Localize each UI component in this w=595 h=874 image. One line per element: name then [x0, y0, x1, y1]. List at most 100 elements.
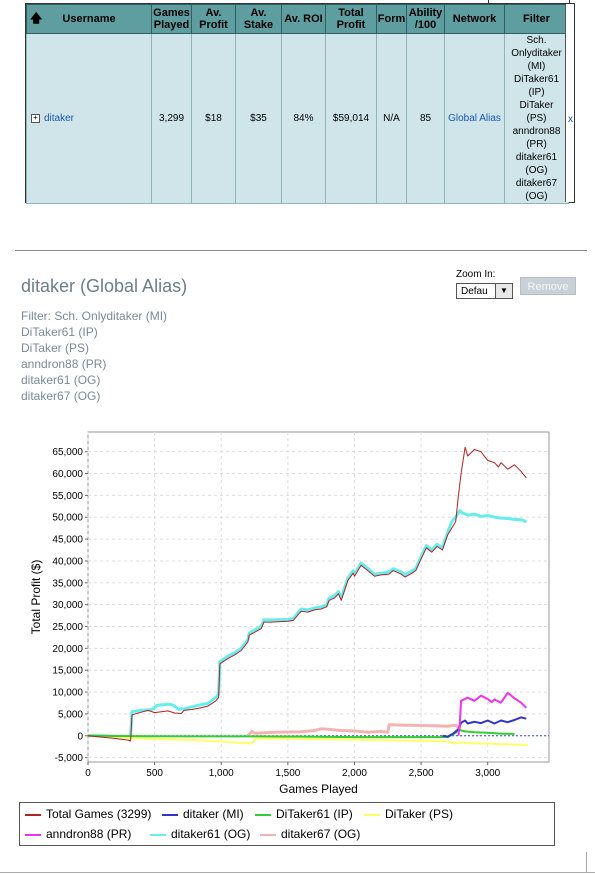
profit-line-chart: -5,00005,00010,00015,00020,00025,00030,0… [29, 431, 550, 796]
y-tick-label: 5,000 [58, 709, 83, 720]
zoom-label: Zoom In: [456, 269, 496, 280]
username-cell: + ditaker [26, 33, 152, 204]
legend-label: ditaker61 (OG) [171, 827, 251, 841]
legend-swatch [162, 813, 178, 816]
series-total-games-3299-line [87, 446, 527, 742]
col-header-av-roi[interactable]: Av. ROI [281, 4, 326, 34]
filter-line: (OG) [525, 165, 548, 176]
legend-swatch [25, 813, 41, 816]
total-profit-cell: $59,014 [325, 33, 377, 204]
filter-entry: DiTaker61 (IP) [21, 325, 98, 339]
x-tick-label: 3,000 [475, 768, 500, 779]
zoom-select-value: Defau [461, 286, 488, 297]
x-tick-label: 1,000 [209, 768, 234, 779]
av-roi-cell: 84% [281, 33, 326, 204]
y-tick-label: 40,000 [52, 556, 83, 567]
filter-line: Onlyditaker [511, 48, 562, 59]
filter-entry: Filter: Sch. Onlyditaker (MI) [21, 309, 168, 323]
table-row: + ditaker 3,299 $18 $35 84% $59,014 N/A 8… [26, 33, 569, 204]
x-tick-label: 2,000 [342, 768, 367, 779]
games-played-cell: 3,299 [151, 33, 192, 204]
chevron-down-icon[interactable]: ▼ [495, 284, 512, 298]
col-header-games-played[interactable]: Games Played [151, 4, 192, 34]
filter-entry: DiTaker (PS) [21, 341, 90, 355]
x-tick-label: 2,500 [409, 768, 434, 779]
y-tick-label: 45,000 [52, 535, 83, 546]
filter-line: (PR) [526, 139, 547, 150]
series-ditaker67-og-line [246, 723, 462, 737]
y-tick-label: 65,000 [52, 447, 83, 458]
filter-entry: anndron88 (PR) [21, 357, 107, 371]
series-anndron88-pr-line [457, 691, 528, 736]
filter-line: Sch. [526, 35, 547, 46]
y-tick-label: 15,000 [52, 666, 83, 677]
page-right-border [586, 852, 587, 872]
filter-line: (PS) [526, 113, 547, 124]
filter-line: ditaker67 [515, 178, 558, 189]
stats-table-container: 🡅 Username Games Played Av. Profit Av. S… [25, 3, 575, 204]
username-link[interactable]: ditaker [44, 113, 75, 124]
y-axis-label: Total Profit ($) [29, 560, 43, 635]
legend-item: ditaker61 (OG) [150, 827, 250, 841]
legend-swatch [364, 813, 380, 816]
legend-swatch [260, 833, 276, 836]
scroll-tick [488, 0, 489, 3]
legend-item: DiTaker61 (IP) [255, 807, 353, 821]
plot-area [87, 431, 550, 763]
legend-item: anndron88 (PR) [25, 827, 131, 841]
filter-line: (OG) [525, 191, 548, 202]
up-arrow-icon[interactable]: 🡅 [30, 11, 43, 25]
ability-cell: 85 [406, 33, 445, 204]
network-cell: Global Alias [444, 33, 505, 204]
filter-line: (IP) [528, 87, 545, 98]
legend-swatch [150, 833, 166, 836]
legend-item: Total Games (3299) [25, 807, 151, 821]
zoom-select[interactable]: Defau ▼ [456, 283, 513, 299]
y-tick-label: 50,000 [52, 513, 83, 524]
legend-swatch [25, 833, 41, 836]
col-header-form[interactable]: Form [376, 4, 407, 34]
y-tick-label: 20,000 [52, 644, 83, 655]
y-tick-label: 60,000 [52, 469, 83, 480]
col-header-av-profit[interactable]: Av. Profit [191, 4, 236, 34]
col-header-username[interactable]: 🡅 Username [26, 4, 152, 34]
x-tick-label: 500 [146, 768, 163, 779]
col-header-filter[interactable]: Filter [504, 4, 569, 34]
filter-line: anndron88 [512, 126, 561, 137]
filter-line: (MI) [527, 61, 546, 72]
filter-entry: ditaker61 (OG) [21, 373, 101, 387]
y-tick-label: -5,000 [55, 753, 84, 764]
chart-page-title: ditaker (Global Alias) [21, 276, 188, 296]
series-ditaker-ps-line [87, 734, 528, 746]
x-axis-label: Games Played [279, 782, 358, 796]
legend-label: anndron88 (PR) [46, 827, 132, 841]
y-tick-label: 30,000 [52, 600, 83, 611]
filter-line: DiTaker61 [513, 74, 560, 85]
av-profit-cell: $18 [191, 33, 236, 204]
legend-item: DiTaker (PS) [364, 807, 453, 821]
legend-label: DiTaker (PS) [385, 807, 454, 821]
vertical-scrollbar[interactable] [565, 4, 574, 202]
col-header-ability[interactable]: Ability /100 [406, 4, 445, 34]
remove-row-link[interactable]: x [568, 114, 573, 125]
legend-item: ditaker (MI) [162, 807, 244, 821]
section-divider [15, 250, 587, 251]
stats-table: 🡅 Username Games Played Av. Profit Av. S… [26, 4, 569, 204]
filter-entry: ditaker67 (OG) [21, 389, 101, 403]
col-header-total-profit[interactable]: Total Profit [325, 4, 377, 34]
x-tick-label: 1,500 [275, 768, 300, 779]
av-stake-cell: $35 [235, 33, 282, 204]
remove-button[interactable]: Remove [520, 277, 576, 295]
col-header-av-stake[interactable]: Av. Stake [235, 4, 282, 34]
page-bottom-border [0, 872, 595, 873]
x-tick-label: 0 [85, 768, 91, 779]
plus-box-icon[interactable]: + [31, 113, 40, 123]
filter-line: ditaker61 [515, 152, 558, 163]
y-tick-label: 10,000 [52, 688, 83, 699]
y-tick-label: 35,000 [52, 578, 83, 589]
scroll-tick [569, 0, 570, 3]
network-link[interactable]: Global Alias [448, 113, 501, 124]
filter-line: DiTaker [519, 100, 554, 111]
y-tick-label: 55,000 [52, 491, 83, 502]
col-header-network[interactable]: Network [444, 4, 505, 34]
